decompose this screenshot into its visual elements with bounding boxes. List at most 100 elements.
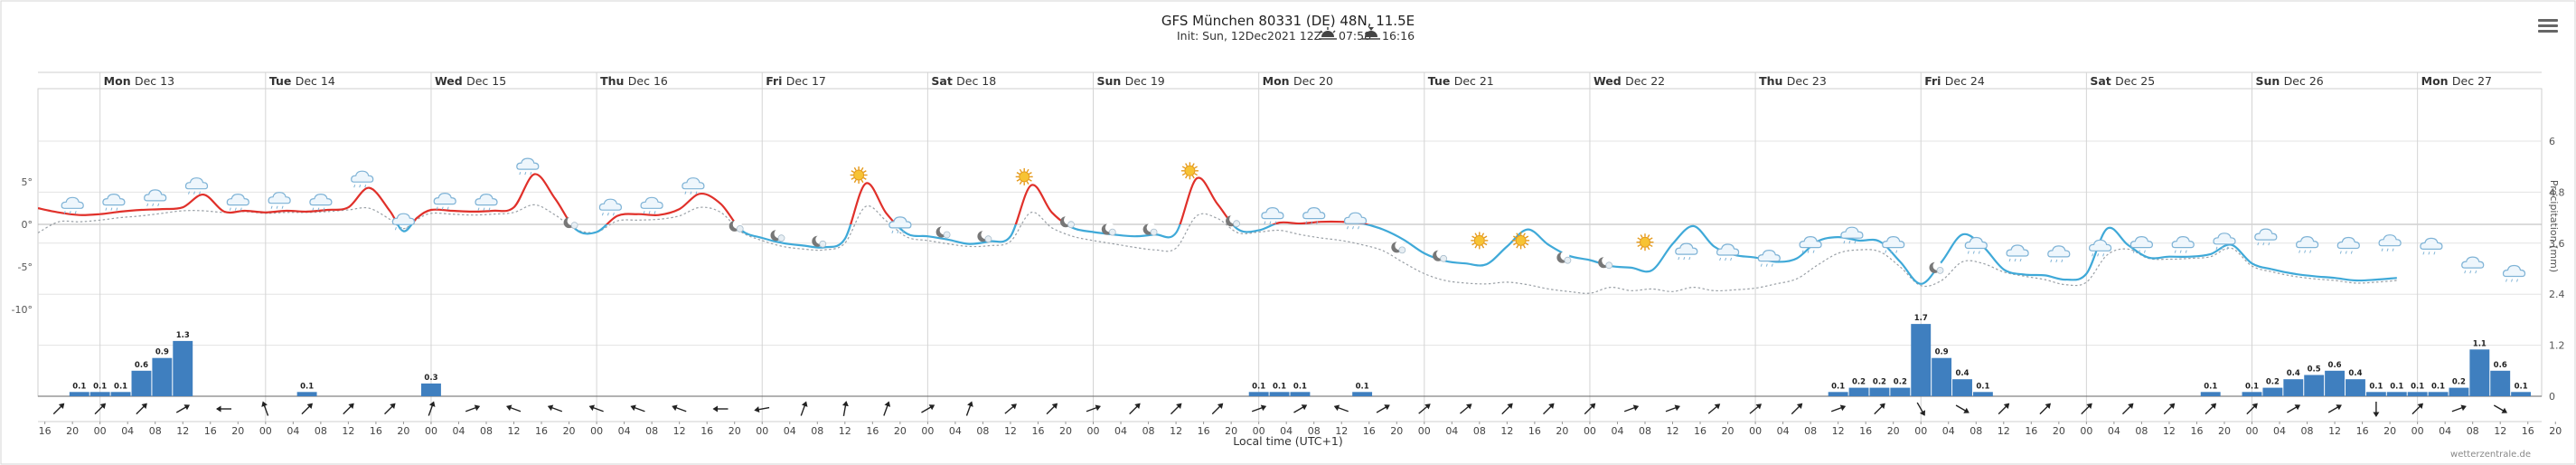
cloud-icon (516, 157, 540, 176)
day-labels: Mon Dec 13 Tue Dec 14 Wed Dec 15 Thu Dec 16… (104, 74, 2492, 88)
precipitation-bar (2469, 349, 2490, 396)
sun-disc (1515, 234, 1527, 246)
moon-icon (1391, 241, 1406, 254)
cloud-icon (2213, 232, 2236, 250)
wind-arrow-icon (754, 406, 770, 413)
cloud-icon (184, 177, 209, 195)
day-label: Sat Dec 25 (2090, 74, 2155, 88)
day-label: Thu Dec 16 (600, 74, 668, 88)
wind-arrow-icon (52, 403, 65, 415)
cloud-icon (2420, 237, 2443, 255)
day-label: Fri Dec 24 (1924, 74, 1985, 88)
cloud-drizzle (1678, 256, 1691, 261)
hour-tick-label: 20 (231, 425, 244, 437)
wind-arrow-head (928, 404, 935, 411)
precipitation-value-label: 0.2 (2266, 378, 2280, 387)
precipitation-value-label: 0.3 (424, 374, 437, 383)
hour-tick-label: 04 (1445, 425, 1458, 437)
precipitation-value-label: 0.6 (2494, 361, 2507, 370)
cloud-shape (309, 194, 333, 206)
wind-arrow-icon (384, 403, 396, 415)
cloud-drizzle (146, 203, 160, 207)
sun-ray (1029, 172, 1032, 176)
precipitation-value-label: 0.4 (2287, 369, 2300, 378)
sun-ray (1474, 232, 1478, 237)
cloud-drizzle (1885, 250, 1898, 253)
cloud-shape (1675, 242, 1698, 255)
precipitation-bar (1248, 392, 1269, 396)
cloud-shape (2171, 236, 2195, 249)
hour-tick-label: 04 (784, 425, 796, 437)
wind-arrow-icon (1543, 403, 1555, 415)
wind-arrow-head (2086, 403, 2092, 409)
wind-arrow-head (630, 404, 636, 412)
hour-tick-label: 00 (259, 425, 272, 437)
cloud-shape (2502, 264, 2526, 278)
sun-ray (1647, 234, 1650, 238)
hour-tick-label: 04 (1611, 425, 1623, 437)
wind-arrow-icon (465, 404, 481, 413)
temperature-tick-label: 0° (22, 219, 33, 231)
cloud-drizzle (270, 205, 284, 209)
wind-arrow-head (390, 403, 396, 409)
hour-tick-label: 16 (1859, 425, 1872, 437)
wind-arrow-icon (506, 404, 522, 413)
grid-lines (37, 71, 2543, 422)
hour-tick-label: 08 (315, 425, 327, 437)
temperature-tick-label: -10° (12, 304, 33, 316)
cloud-drizzle (1719, 257, 1733, 261)
wind-arrow-icon (1916, 402, 1925, 416)
cloud-icon (2378, 234, 2402, 251)
hour-tick-label: 12 (342, 425, 354, 437)
hour-tick-label: 04 (1777, 425, 1790, 437)
cloud-icon (2336, 236, 2360, 254)
hour-tick-label: 04 (2439, 425, 2451, 437)
cloud-drizzle (2505, 279, 2518, 282)
precipitation-bar (2449, 387, 2469, 396)
cloud-shape (1757, 250, 1781, 262)
menu-button[interactable] (2538, 16, 2558, 36)
precipitation-bar (2407, 392, 2428, 396)
precipitation-bar (2386, 392, 2407, 396)
sun-ray (853, 179, 857, 184)
cloud-shape (682, 177, 705, 190)
day-label-date: Dec 23 (1787, 74, 1827, 88)
sun-ray (1194, 166, 1198, 169)
wind-arrow-head (1589, 403, 1596, 409)
hour-tick-label: 16 (866, 425, 879, 437)
wind-arrow-head (1011, 403, 1017, 410)
wind-arrow-head (1260, 404, 1267, 412)
menu-bar (2538, 19, 2558, 22)
hour-tick-label: 20 (2053, 425, 2065, 437)
wind-arrow-head (1134, 403, 1141, 409)
wind-arrow-head (1176, 403, 1182, 409)
wind-arrow-head (141, 403, 147, 409)
precipitation-value-label: 0.1 (1976, 382, 1989, 391)
precipitation-value-label: 0.4 (2348, 369, 2362, 378)
sun-ray (1516, 232, 1519, 237)
cloud-drizzle (1967, 251, 1980, 254)
cloud-drizzle (2008, 258, 2022, 262)
hour-tick-label: 16 (2356, 425, 2369, 437)
precipitation-bar (1932, 357, 1952, 396)
precipitation-bar (2283, 379, 2304, 396)
moon-cloud (1398, 246, 1406, 254)
cloud-drizzle (1760, 263, 1773, 267)
cloud-drizzle (2257, 242, 2270, 246)
wind-arrow-head (2294, 404, 2301, 411)
hour-tick-label: 16 (2025, 425, 2037, 437)
moon-icon (729, 219, 744, 232)
moon-cloud (1108, 228, 1116, 236)
cloud-shape (888, 216, 912, 229)
hour-tick-label: 04 (287, 425, 299, 437)
wind-arrow-head (1424, 403, 1431, 410)
precipitation-value-label: 0.1 (93, 382, 107, 391)
wind-arrow-head (216, 405, 221, 413)
day-label-weekday: Thu (600, 74, 628, 88)
sun-ray (1649, 244, 1653, 248)
hour-tick-label: 16 (370, 425, 382, 437)
moon-cloud (1440, 254, 1447, 262)
day-label-date: Dec 16 (628, 74, 668, 88)
precipitation-bar (1269, 392, 1290, 396)
wind-arrow-icon (2163, 403, 2176, 415)
